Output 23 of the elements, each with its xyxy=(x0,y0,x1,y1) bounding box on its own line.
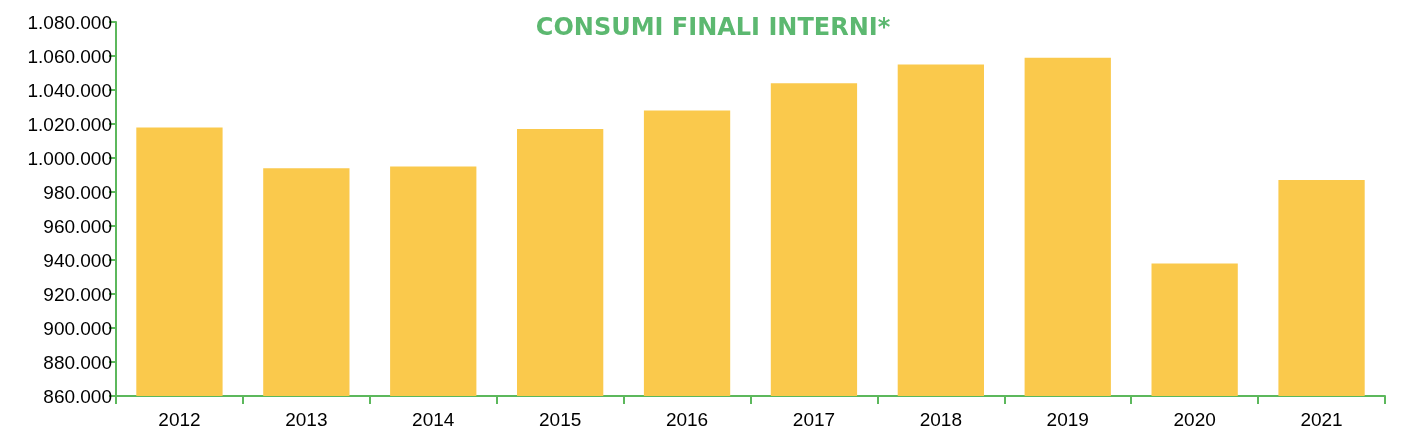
x-tick-label: 2015 xyxy=(539,409,582,430)
y-tick-label: 1.040.000 xyxy=(27,79,112,101)
y-tick-label: 960.000 xyxy=(43,215,112,237)
x-tick-label: 2020 xyxy=(1173,409,1216,430)
x-tick-label: 2013 xyxy=(285,409,328,430)
y-tick-label: 940.000 xyxy=(43,249,112,271)
x-tick-label: 2019 xyxy=(1046,409,1089,430)
y-tick-label: 1.080.000 xyxy=(27,11,112,33)
x-tick-label: 2016 xyxy=(665,409,709,430)
y-tick-label: 980.000 xyxy=(43,181,112,203)
y-tick-label: 900.000 xyxy=(43,317,112,339)
y-tick-label: 880.000 xyxy=(43,351,112,373)
x-tick-label: 2012 xyxy=(158,409,201,430)
x-tick-label: 2014 xyxy=(412,409,455,430)
y-tick-label: 860.000 xyxy=(43,385,112,407)
x-tick-label: 2017 xyxy=(792,409,836,430)
y-tick-label: 1.060.000 xyxy=(27,45,112,67)
x-tick-label: 2021 xyxy=(1300,409,1343,430)
chart-title: CONSUMI FINALI INTERNI* xyxy=(535,13,891,41)
y-tick-label: 1.020.000 xyxy=(27,113,112,135)
y-tick-label: 1.000.000 xyxy=(27,147,112,169)
y-tick-label: 920.000 xyxy=(43,283,112,305)
x-tick-label: 2018 xyxy=(919,409,962,430)
